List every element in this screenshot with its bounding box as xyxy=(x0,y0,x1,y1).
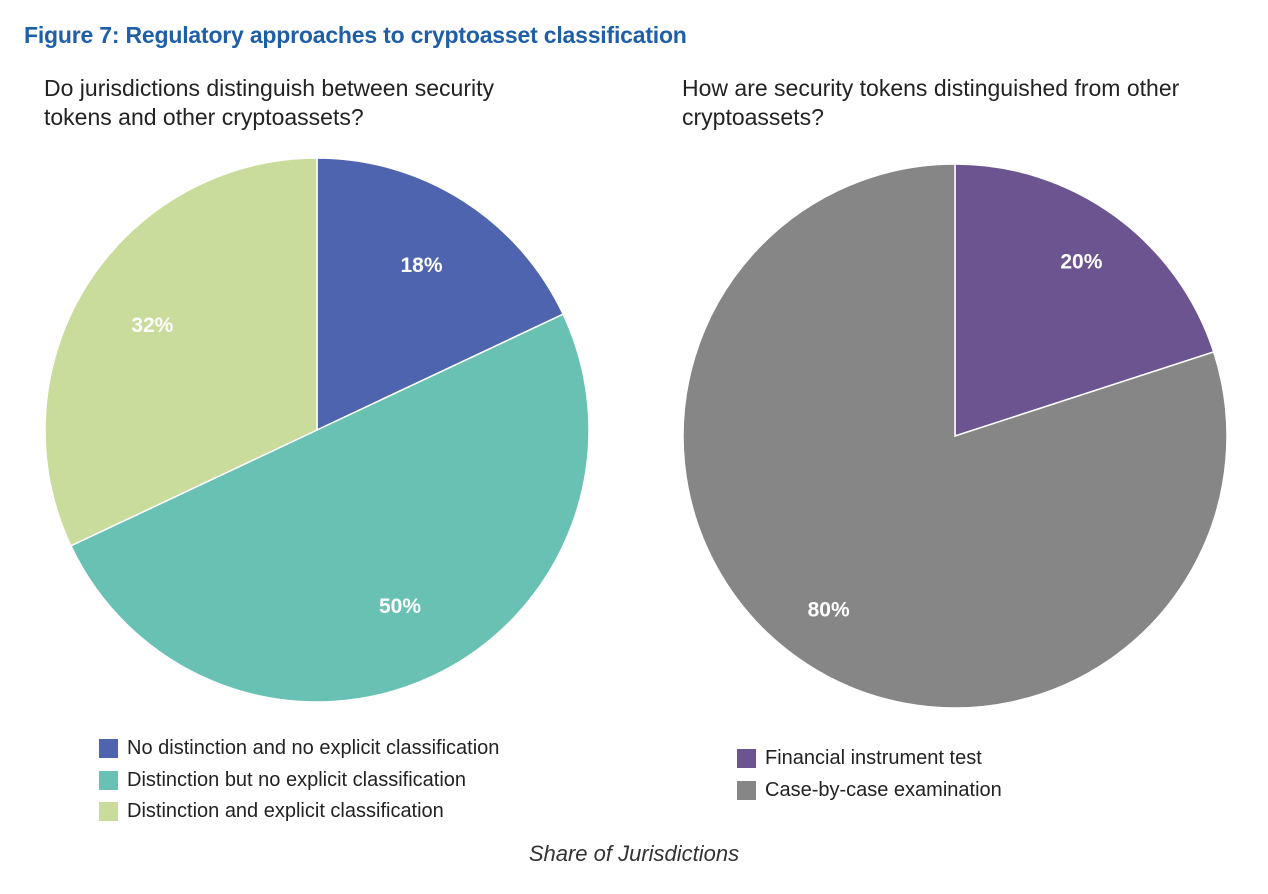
legend-label: Distinction but no explicit classificati… xyxy=(127,768,467,791)
legend-swatch xyxy=(99,739,118,759)
chart-2-title: How are security tokens distinguished fr… xyxy=(682,75,1180,130)
slice-value-label: 50% xyxy=(379,595,421,618)
legend-swatch xyxy=(99,770,118,790)
legend-label: Case-by-case examination xyxy=(765,778,1002,801)
legend-item: No distinction and no explicit classific… xyxy=(99,733,499,765)
chart-1-legend: No distinction and no explicit classific… xyxy=(99,733,499,828)
chart-2-legend: Financial instrument test Case-by-case e… xyxy=(737,743,1002,806)
pie-slice xyxy=(954,163,1215,438)
figure-title: Figure 7: Regulatory approaches to crypt… xyxy=(24,22,687,48)
legend-swatch xyxy=(737,780,756,800)
slice-value-label: 18% xyxy=(400,254,442,277)
pie-slice xyxy=(44,157,318,547)
legend-item: Distinction and explicit classification xyxy=(99,796,499,828)
pie-slice xyxy=(682,163,1228,709)
pie-slice xyxy=(69,313,590,703)
slice-value-label: 32% xyxy=(131,314,173,337)
legend-label: No distinction and no explicit classific… xyxy=(127,737,500,760)
pie-slice xyxy=(316,157,565,432)
legend-swatch xyxy=(99,802,118,822)
slice-value-label: 20% xyxy=(1060,251,1102,274)
legend-label: Financial instrument test xyxy=(765,747,982,770)
chart-1-title: Do jurisdictions distinguish between sec… xyxy=(44,75,494,130)
legend-item: Financial instrument test xyxy=(737,743,1002,775)
legend-swatch xyxy=(737,749,756,769)
slice-value-label: 80% xyxy=(808,598,850,621)
legend-label: Distinction and explicit classification xyxy=(127,800,444,823)
legend-item: Distinction but no explicit classificati… xyxy=(99,765,499,797)
caption: Share of Jurisdictions xyxy=(528,841,740,866)
legend-item: Case-by-case examination xyxy=(737,775,1002,807)
